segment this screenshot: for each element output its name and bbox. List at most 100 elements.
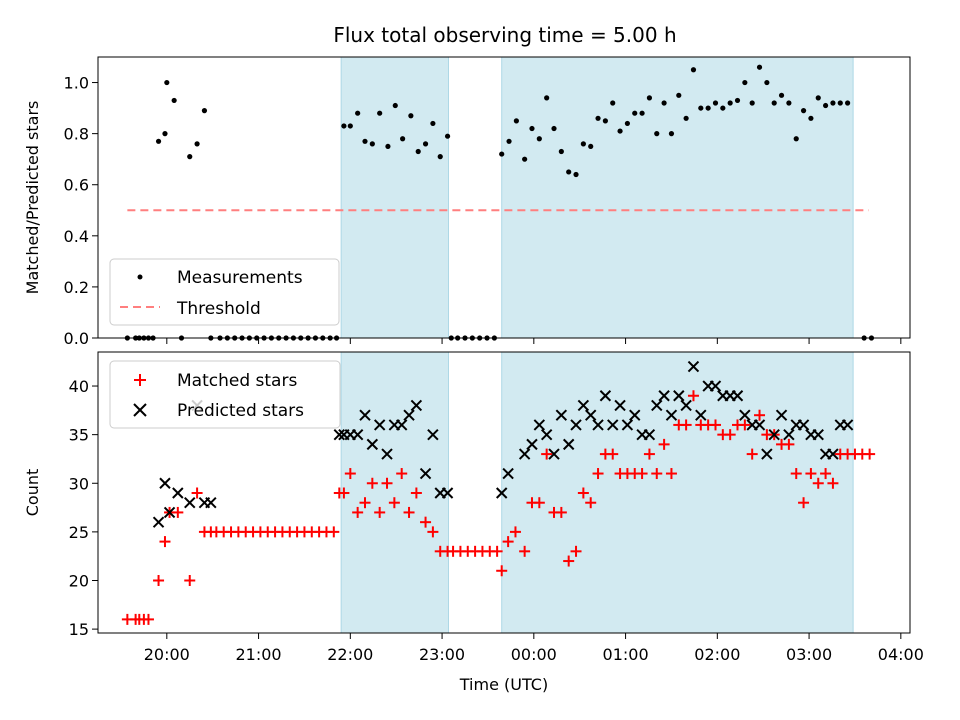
legend-threshold-label: Threshold — [176, 299, 261, 319]
matched-point — [585, 497, 597, 509]
measurement-point — [566, 169, 572, 175]
measurement-point — [573, 171, 579, 178]
predicted-point — [643, 428, 656, 441]
measurement-point — [544, 95, 550, 101]
predicted-point — [621, 419, 634, 431]
measurement-point — [430, 120, 436, 127]
measurement-point — [171, 97, 177, 104]
predicted-point — [651, 399, 663, 412]
y-tick-label: 1.0 — [64, 74, 89, 93]
predicted-point — [592, 419, 604, 431]
measurement-point — [793, 136, 799, 142]
predicted-point — [163, 506, 176, 519]
predicted-point — [629, 409, 641, 421]
shaded-band-2 — [501, 351, 854, 634]
y-tick-label: 35 — [69, 426, 89, 445]
measurement-point — [845, 100, 851, 106]
measurement-point — [347, 123, 353, 129]
measurement-point — [690, 67, 697, 73]
predicted-point — [359, 409, 371, 421]
matched-point — [658, 438, 670, 450]
legend-matched-label: Matched stars — [177, 371, 297, 391]
measurement-point — [654, 131, 660, 137]
measurement-point — [201, 108, 208, 114]
measurement-point — [400, 136, 406, 142]
measurement-point — [712, 100, 719, 106]
matched-point — [381, 477, 393, 489]
matched-point — [352, 506, 364, 518]
measurement-point — [588, 143, 594, 150]
measurement-point — [822, 102, 829, 109]
measurement-point — [595, 115, 601, 121]
measurement-point — [341, 123, 347, 129]
matched-point — [374, 506, 386, 518]
measurement-point — [513, 118, 519, 124]
measurement-point — [580, 141, 586, 147]
matched-point — [366, 477, 378, 489]
legend-predicted-marker — [133, 403, 147, 417]
measurement-point — [408, 113, 414, 119]
matched-point — [184, 574, 196, 586]
predicted-point — [403, 409, 415, 421]
bottom-panel: 15 20 25 30 35 40 20:00 21:00 22:00 23:00 00:00 01:… — [23, 351, 924, 694]
y-tick-label: 15 — [69, 620, 89, 639]
predicted-point — [441, 487, 454, 499]
measurement-point — [624, 120, 631, 127]
matched-point — [665, 468, 677, 480]
bottom-legend-box — [109, 360, 341, 429]
predicted-point — [584, 409, 597, 421]
measurement-point — [720, 105, 726, 111]
predicted-point — [687, 360, 700, 373]
measurement-point — [558, 148, 564, 155]
matched-point — [541, 448, 553, 460]
matched-point — [607, 448, 619, 460]
shaded-band-2 — [501, 56, 854, 339]
predicted-point — [695, 409, 707, 421]
measurement-point — [536, 136, 542, 142]
matched-point — [338, 487, 350, 499]
matched-point — [142, 613, 154, 625]
measurement-point — [422, 141, 429, 147]
predicted-point — [395, 419, 408, 431]
matched-point — [344, 468, 356, 480]
measurement-point — [705, 105, 711, 111]
predicted-point — [333, 428, 346, 441]
legend-measurements-label: Measurements — [177, 268, 303, 288]
matched-point — [746, 448, 758, 460]
measurement-point — [444, 133, 451, 139]
matched-point — [410, 487, 422, 499]
y-tick-label: 0.8 — [64, 125, 89, 144]
y-tick-label: 40 — [69, 377, 89, 396]
top-legend-box — [109, 258, 340, 326]
predicted-point — [827, 448, 839, 460]
matched-point — [191, 487, 203, 499]
measurement-point — [194, 141, 200, 147]
top-legend: Measurements Threshold — [109, 258, 340, 326]
y-tick-label: 30 — [69, 474, 89, 493]
predicted-point — [577, 399, 590, 412]
predicted-point — [783, 428, 795, 441]
predicted-point — [673, 390, 685, 402]
x-tick-label: 23:00 — [419, 645, 465, 664]
bottom-y-axis-label: Count — [23, 469, 42, 517]
top-panel: 0.0 0.2 0.4 0.6 0.8 1.0 Matched/Predicted sta… — [23, 56, 911, 348]
matched-point — [827, 477, 839, 489]
legend-measurements-marker — [137, 274, 143, 280]
matched-point — [805, 468, 817, 480]
predicted-point — [540, 428, 553, 441]
y-tick-label: 20 — [69, 571, 89, 590]
matched-point — [509, 526, 521, 538]
matched-point — [864, 448, 876, 460]
matched-point — [159, 536, 171, 548]
matched-point — [519, 545, 531, 557]
predicted-point — [709, 380, 722, 392]
bottom-axes-frame — [97, 351, 911, 634]
x-tick-label: 02:00 — [694, 645, 740, 664]
y-tick-label: 25 — [69, 523, 89, 542]
predicted-point — [518, 448, 531, 460]
predicted-point — [410, 399, 423, 412]
matched-point — [427, 526, 439, 538]
predicted-point — [797, 419, 810, 431]
measurement-point — [617, 128, 623, 134]
measurement-point — [749, 100, 755, 106]
